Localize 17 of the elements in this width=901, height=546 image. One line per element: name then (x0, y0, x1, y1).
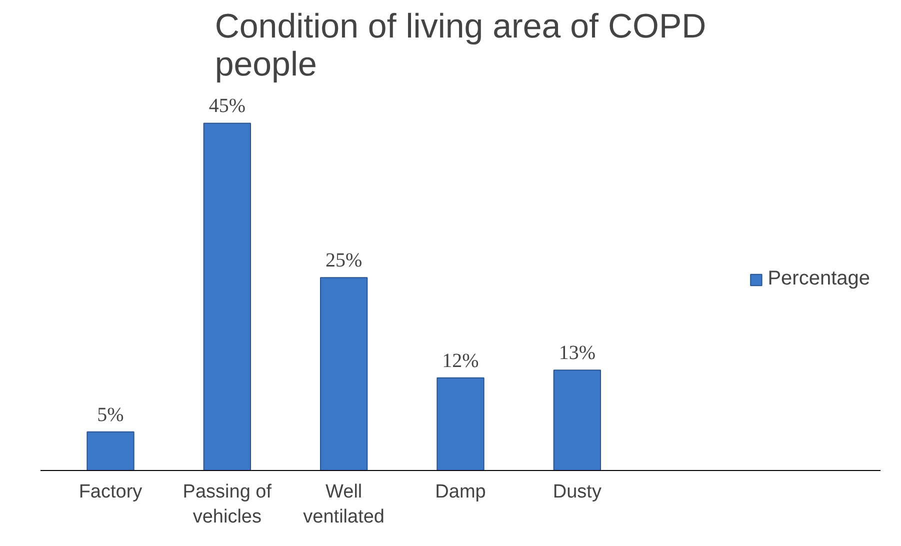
bar (203, 122, 251, 470)
data-label: 45% (208, 95, 246, 118)
bar (86, 431, 134, 470)
bar (320, 277, 368, 470)
x-tick-label: Passing of vehicles (182, 482, 272, 528)
bar (436, 377, 484, 470)
x-tick-label: Dusty (552, 482, 602, 502)
data-label: 12% (442, 350, 479, 372)
x-tick-label: Well ventilated (303, 482, 385, 528)
data-label: 13% (558, 342, 596, 364)
legend-label: Percentage (768, 268, 870, 290)
bar (553, 370, 601, 470)
x-tick-label: Damp (435, 482, 486, 502)
data-label: 5% (97, 404, 124, 426)
x-tick-label: Factory (78, 482, 143, 502)
data-label: 25% (326, 250, 362, 272)
chart-title: Condition of living area of COPD people (214, 8, 706, 84)
